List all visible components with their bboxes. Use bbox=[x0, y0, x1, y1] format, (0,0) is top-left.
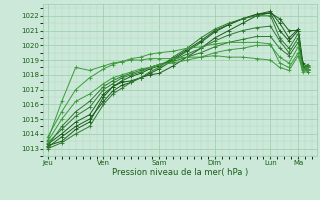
X-axis label: Pression niveau de la mer( hPa ): Pression niveau de la mer( hPa ) bbox=[112, 168, 248, 177]
